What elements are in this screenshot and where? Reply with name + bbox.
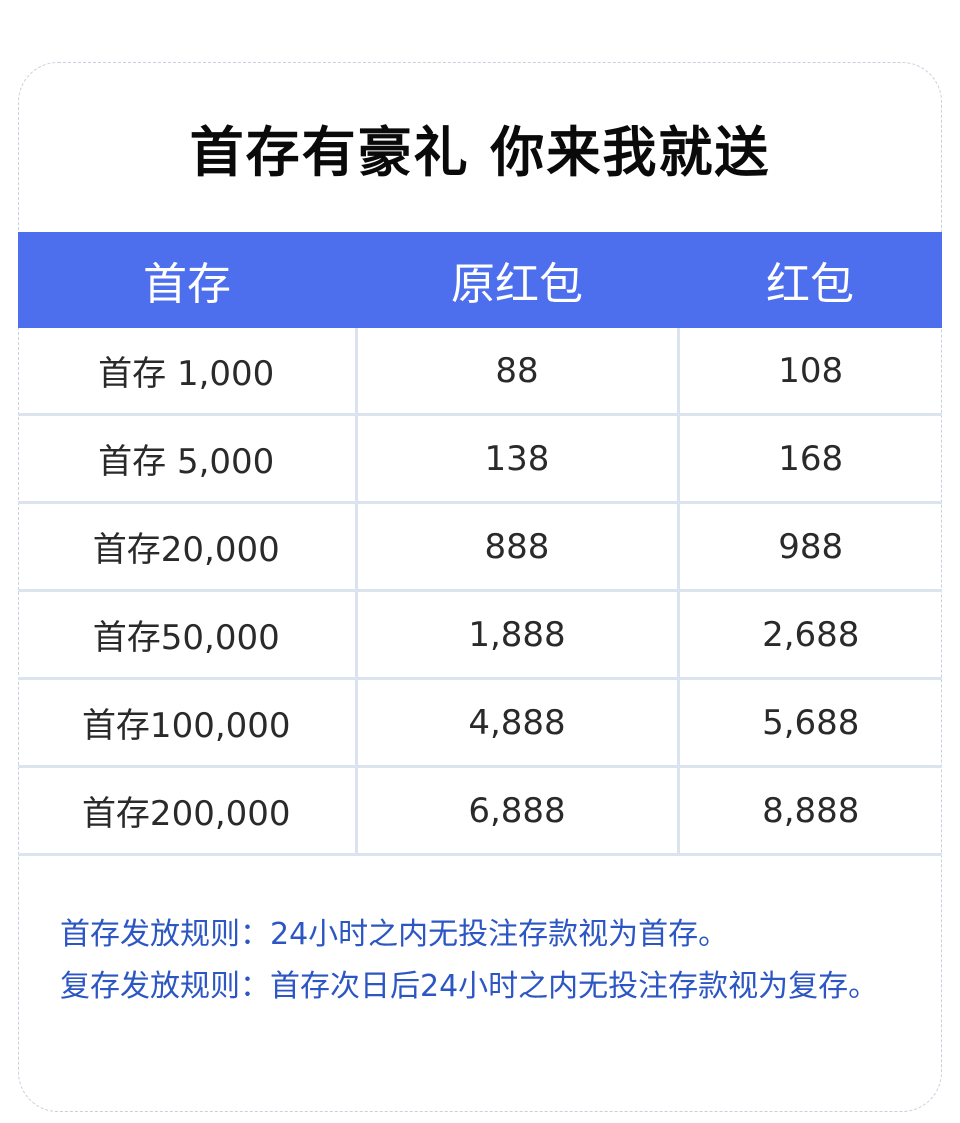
table-row: 首存50,000 1,888 2,688 <box>18 590 942 680</box>
original-bonus-cell: 138 <box>354 414 678 504</box>
bonus-cell: 988 <box>676 502 942 592</box>
table-row: 首存 1,000 88 108 <box>18 328 942 416</box>
bonus-cell: 2,688 <box>676 590 942 680</box>
deposit-amount-cell: 首存200,000 <box>18 766 356 856</box>
original-bonus-cell: 888 <box>354 502 678 592</box>
deposit-amount-cell: 首存 5,000 <box>18 414 356 504</box>
bonus-table: 首存 原红包 红包 首存 1,000 88 108 首存 5,000 138 168 首存2… <box>18 232 942 856</box>
original-bonus-cell: 6,888 <box>354 766 678 856</box>
bonus-cell: 8,888 <box>676 766 942 856</box>
first-deposit-rule: 首存发放规则：24小时之内无投注存款视为首存。 <box>60 917 729 952</box>
page-title: 首存有豪礼 你来我就送 <box>189 121 771 184</box>
deposit-amount-cell: 首存 1,000 <box>18 328 356 416</box>
deposit-amount-cell: 首存50,000 <box>18 590 356 680</box>
rules-section: 首存发放规则：24小时之内无投注存款视为首存。 复存发放规则：首存次日后24小时… <box>60 910 900 1014</box>
deposit-amount-cell: 首存100,000 <box>18 678 356 768</box>
table-row: 首存 5,000 138 168 <box>18 414 942 504</box>
original-bonus-cell: 1,888 <box>354 590 678 680</box>
bonus-cell: 108 <box>676 328 942 416</box>
table-row: 首存100,000 4,888 5,688 <box>18 678 942 768</box>
table-row: 首存20,000 888 988 <box>18 502 942 592</box>
table-row: 首存200,000 6,888 8,888 <box>18 766 942 856</box>
header-original-bonus: 原红包 <box>356 232 678 328</box>
bonus-cell: 168 <box>676 414 942 504</box>
repeat-deposit-rule: 复存发放规则：首存次日后24小时之内无投注存款视为复存。 <box>60 969 879 1004</box>
header-bonus: 红包 <box>678 232 942 328</box>
table-header-row: 首存 原红包 红包 <box>18 232 942 328</box>
header-first-deposit: 首存 <box>18 232 356 328</box>
original-bonus-cell: 88 <box>354 328 678 416</box>
original-bonus-cell: 4,888 <box>354 678 678 768</box>
deposit-amount-cell: 首存20,000 <box>18 502 356 592</box>
bonus-cell: 5,688 <box>676 678 942 768</box>
